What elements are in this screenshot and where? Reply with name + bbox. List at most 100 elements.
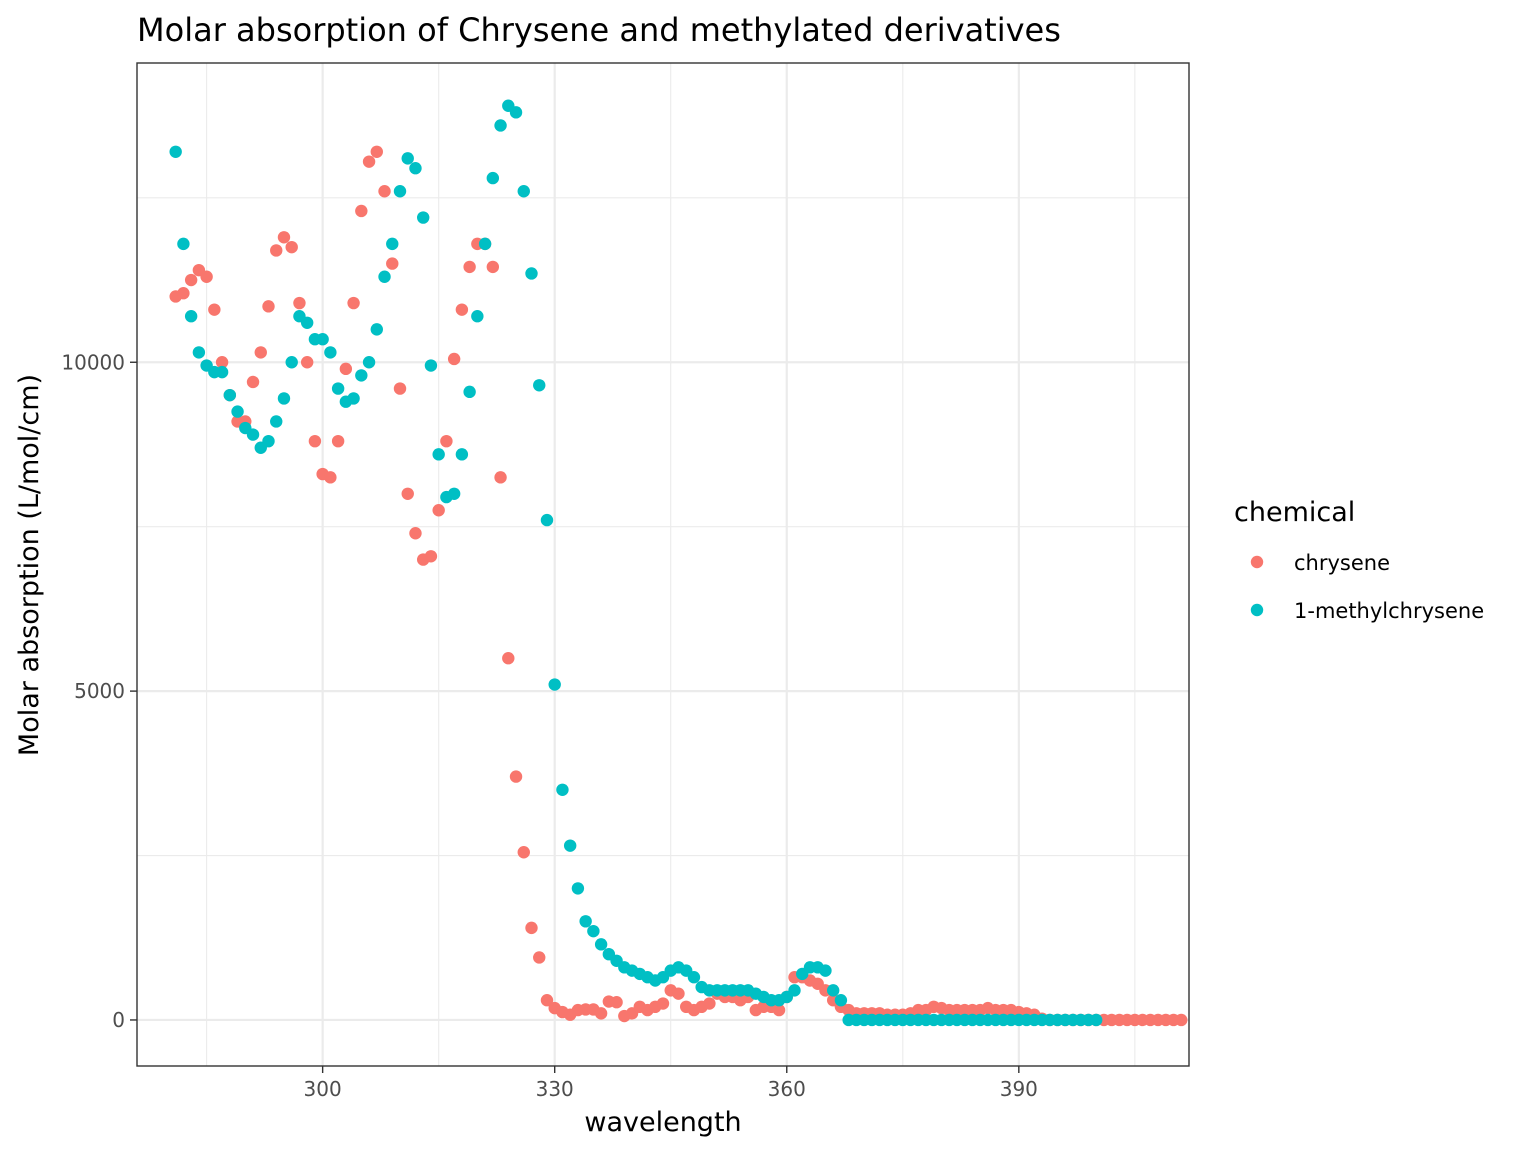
data-point	[587, 924, 600, 938]
chart-title: Molar absorption of Chrysene and methyla…	[137, 11, 1061, 49]
data-point	[347, 296, 360, 310]
data-point	[270, 244, 283, 257]
data-point	[672, 987, 685, 1000]
data-point	[308, 434, 322, 448]
data-point	[579, 915, 592, 928]
series-chrysene	[169, 145, 1188, 1027]
legend-key	[1250, 603, 1264, 617]
data-point	[339, 362, 353, 376]
data-point	[331, 434, 345, 448]
data-point	[277, 392, 291, 405]
data-point	[486, 260, 500, 274]
data-point	[378, 270, 391, 283]
data-point	[424, 550, 438, 563]
data-point	[401, 152, 414, 165]
data-point	[463, 385, 476, 399]
data-point	[300, 316, 314, 329]
x-axis-title: wavelength	[584, 1107, 741, 1138]
plot-panel	[137, 63, 1189, 1066]
data-point	[594, 938, 608, 951]
data-point	[409, 527, 422, 540]
data-point	[184, 273, 198, 287]
data-point	[494, 119, 507, 132]
data-point	[331, 382, 345, 395]
y-axis-title: Molar absorption (L/mol/cm)	[14, 374, 45, 756]
data-point	[525, 921, 538, 935]
data-point	[393, 382, 407, 395]
data-point	[540, 513, 554, 527]
data-point	[494, 471, 507, 484]
data-point	[184, 310, 198, 323]
data-point	[169, 145, 182, 158]
data-point	[285, 240, 298, 254]
data-point	[540, 994, 554, 1007]
data-point	[471, 310, 484, 323]
y-tick-label: 0	[112, 1008, 125, 1032]
data-point	[208, 303, 221, 316]
data-point	[417, 211, 430, 224]
data-point	[478, 237, 492, 251]
data-point	[277, 231, 291, 244]
data-point	[548, 678, 561, 691]
data-point	[262, 434, 275, 448]
data-point	[370, 145, 383, 158]
data-point	[324, 346, 337, 359]
data-point	[447, 352, 461, 366]
data-point	[355, 204, 368, 218]
data-point	[401, 487, 414, 500]
legend-key	[1250, 555, 1264, 569]
x-tick-label: 360	[768, 1077, 806, 1101]
data-point	[285, 356, 298, 369]
data-point	[324, 471, 337, 484]
data-point	[223, 388, 237, 402]
x-tick-label: 390	[1000, 1077, 1038, 1101]
y-tick-label: 5000	[74, 679, 125, 703]
data-point	[1175, 1013, 1188, 1027]
data-point	[270, 415, 283, 428]
data-point	[455, 303, 469, 316]
legend-label: 1-methylchrysene	[1294, 599, 1484, 623]
data-point	[533, 951, 546, 964]
data-point	[440, 434, 453, 448]
data-points	[169, 99, 1188, 1027]
data-point	[502, 652, 515, 665]
data-point	[826, 984, 840, 997]
data-point	[432, 448, 445, 461]
data-point	[215, 365, 229, 379]
data-point	[447, 487, 461, 500]
data-point	[362, 356, 376, 369]
data-point	[246, 375, 260, 389]
data-point	[533, 379, 546, 392]
data-point	[231, 405, 244, 418]
x-axis: 300 330 360 390	[304, 1066, 1038, 1101]
data-point	[703, 997, 716, 1010]
plot-border	[136, 62, 1190, 1067]
data-point	[834, 994, 848, 1007]
y-axis: 0 5000 10000	[61, 350, 137, 1032]
data-point	[300, 356, 314, 369]
data-point	[347, 392, 360, 405]
data-point	[316, 333, 329, 346]
data-point	[563, 839, 577, 852]
data-point	[386, 257, 399, 270]
data-point	[355, 369, 368, 382]
data-point	[177, 286, 190, 300]
data-point	[432, 504, 445, 517]
y-tick-label: 10000	[61, 350, 125, 374]
data-point	[610, 996, 623, 1009]
data-point	[556, 783, 569, 796]
data-point	[386, 237, 399, 251]
x-tick-label: 300	[304, 1077, 342, 1101]
data-point	[788, 984, 801, 997]
data-point	[362, 155, 376, 168]
data-point	[509, 770, 523, 783]
data-point	[192, 346, 206, 359]
data-point	[594, 1007, 608, 1020]
data-point	[378, 185, 391, 198]
data-point	[370, 323, 383, 336]
x-tick-label: 330	[536, 1077, 574, 1101]
data-point	[293, 296, 306, 310]
data-point	[1089, 1013, 1103, 1027]
data-point	[424, 359, 438, 372]
